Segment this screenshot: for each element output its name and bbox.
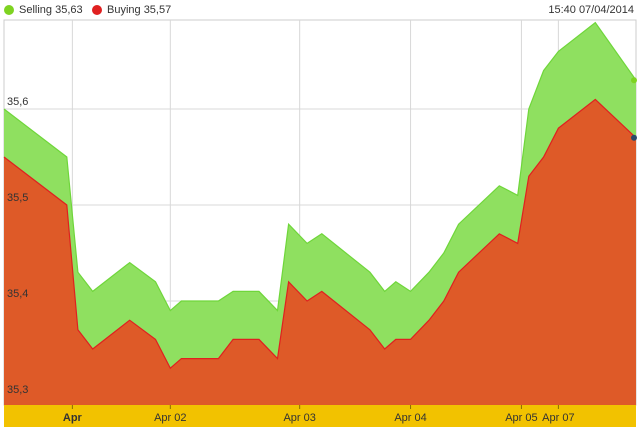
y-tick-label: 35,5 (7, 192, 28, 204)
series-end-marker-buying (631, 134, 637, 141)
series-end-marker-selling (631, 77, 637, 84)
x-tick-label: Apr 07 (542, 412, 574, 424)
x-tick-label: Apr 02 (154, 412, 186, 424)
x-tick-label: Apr 03 (283, 412, 315, 424)
x-tick-label: Apr (63, 412, 83, 424)
x-axis-band (4, 405, 636, 427)
x-tick-label: Apr 04 (394, 412, 426, 424)
x-tick-label: Apr 05 (505, 412, 537, 424)
series-line-selling (3, 21, 637, 312)
y-tick-label: 35,3 (7, 384, 28, 396)
legend-label-selling: Selling 35,63 (19, 4, 83, 16)
legend-item-selling[interactable]: Selling 35,63 (4, 3, 83, 17)
y-tick-label: 35,6 (7, 96, 28, 108)
buying-dot-icon (92, 5, 102, 15)
timestamp: 15:40 07/04/2014 (548, 4, 634, 16)
legend-label-buying: Buying 35,57 (107, 4, 172, 16)
bottom-margin (0, 427, 640, 433)
y-tick-label: 35,4 (7, 288, 28, 300)
series-line-buying (3, 98, 637, 370)
series-area-buying (4, 99, 636, 406)
legend: Selling 35,63 Buying 35,57 15:40 07/04/2… (0, 0, 640, 20)
legend-item-buying[interactable]: Buying 35,57 (92, 3, 171, 17)
selling-dot-icon (4, 5, 14, 15)
